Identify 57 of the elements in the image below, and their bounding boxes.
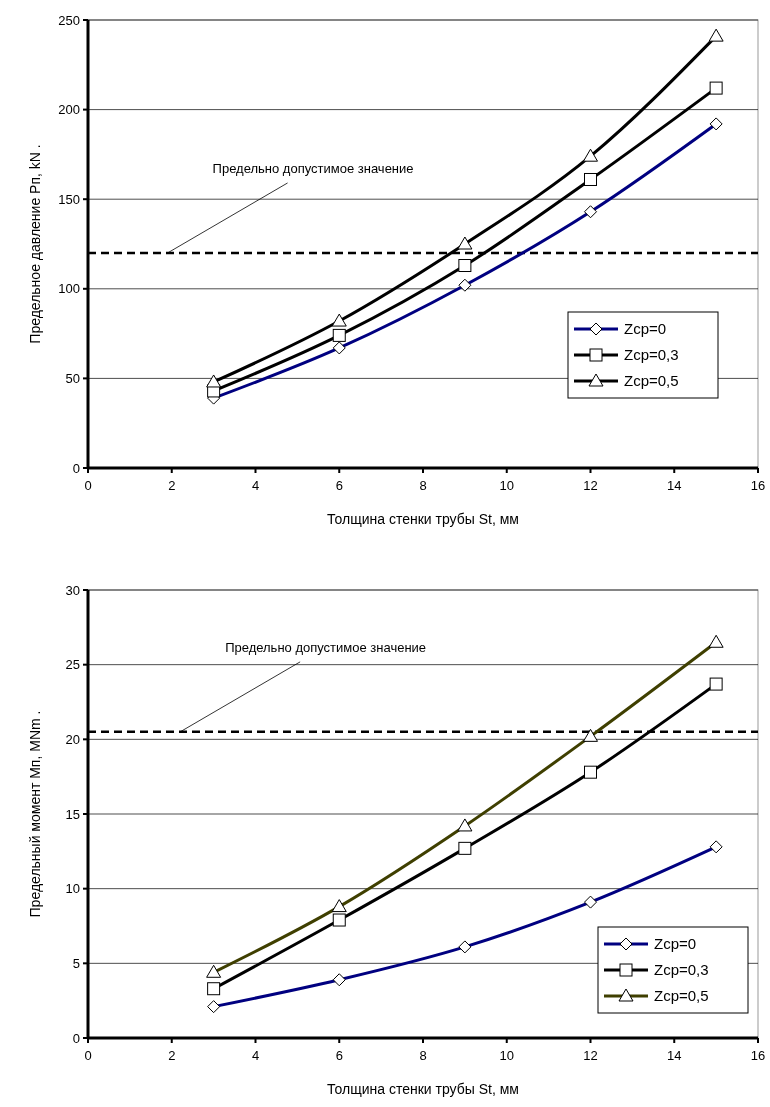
y-tick-label: 250: [58, 12, 80, 28]
point: [206, 374, 222, 388]
y-tick-label: 150: [58, 191, 80, 207]
y-tick-label: 25: [65, 657, 80, 673]
point: [458, 841, 472, 855]
x-tick-label: 8: [419, 1048, 427, 1063]
x-tick-label: 6: [335, 1048, 343, 1063]
point: [709, 677, 723, 691]
point: [331, 313, 347, 327]
y-axis-title: Предельный момент Mп, MNm .: [27, 710, 43, 918]
annotation: Предельно допустимое значение: [225, 639, 427, 655]
x-tick-label: 2: [168, 478, 176, 493]
x-tick-label: 12: [583, 478, 598, 493]
x-tick-label: 4: [251, 478, 260, 493]
y-tick-label: 10: [65, 881, 80, 897]
point: [583, 148, 598, 162]
x-tick-label: 16: [750, 1048, 766, 1063]
x-tick-label: 6: [335, 478, 343, 493]
x-tick-label: 4: [251, 1048, 260, 1063]
y-tick-label: 0: [72, 460, 80, 476]
legend-label: Zcp=0,5: [654, 987, 709, 1005]
x-tick-label: 0: [84, 1048, 92, 1063]
y-tick-label: 15: [65, 806, 80, 822]
legend-label: Zcp=0: [654, 935, 697, 953]
point: [708, 28, 724, 42]
y-tick-label: 100: [58, 281, 80, 297]
x-tick-label: 10: [499, 1048, 514, 1063]
x-tick-label: 0: [84, 478, 92, 493]
point: [458, 259, 472, 272]
point: [332, 913, 346, 927]
y-axis-title: Предельное давление Pп, kN .: [27, 144, 43, 344]
legend-label: Zcp=0,3: [654, 961, 709, 979]
x-tick-label: 12: [583, 1048, 598, 1063]
y-tick-label: 50: [65, 370, 80, 386]
annotation: Предельно допустимое значение: [212, 160, 414, 176]
point: [332, 328, 346, 342]
x-tick-label: 14: [667, 478, 682, 493]
point: [207, 982, 221, 996]
point: [709, 81, 723, 95]
point: [457, 236, 473, 250]
y-tick-label: 20: [65, 731, 80, 747]
x-axis-title: Толщина стенки трубы St, мм: [327, 1081, 519, 1097]
x-axis-title: Толщина стенки трубы St, мм: [327, 511, 519, 527]
x-tick-label: 8: [419, 478, 427, 493]
y-tick-label: 5: [72, 955, 80, 971]
legend-label: Zcp=0,5: [624, 372, 679, 390]
y-tick-label: 0: [72, 1030, 80, 1046]
x-tick-label: 14: [667, 1048, 682, 1063]
x-tick-label: 16: [750, 478, 766, 493]
legend-label: Zcp=0: [624, 320, 667, 338]
point: [584, 172, 597, 186]
x-tick-label: 10: [499, 478, 514, 493]
point: [584, 765, 597, 779]
x-tick-label: 2: [168, 1048, 176, 1063]
legend-label: Zcp=0,3: [624, 346, 679, 364]
y-tick-label: 200: [58, 102, 80, 118]
y-tick-label: 30: [65, 582, 80, 598]
